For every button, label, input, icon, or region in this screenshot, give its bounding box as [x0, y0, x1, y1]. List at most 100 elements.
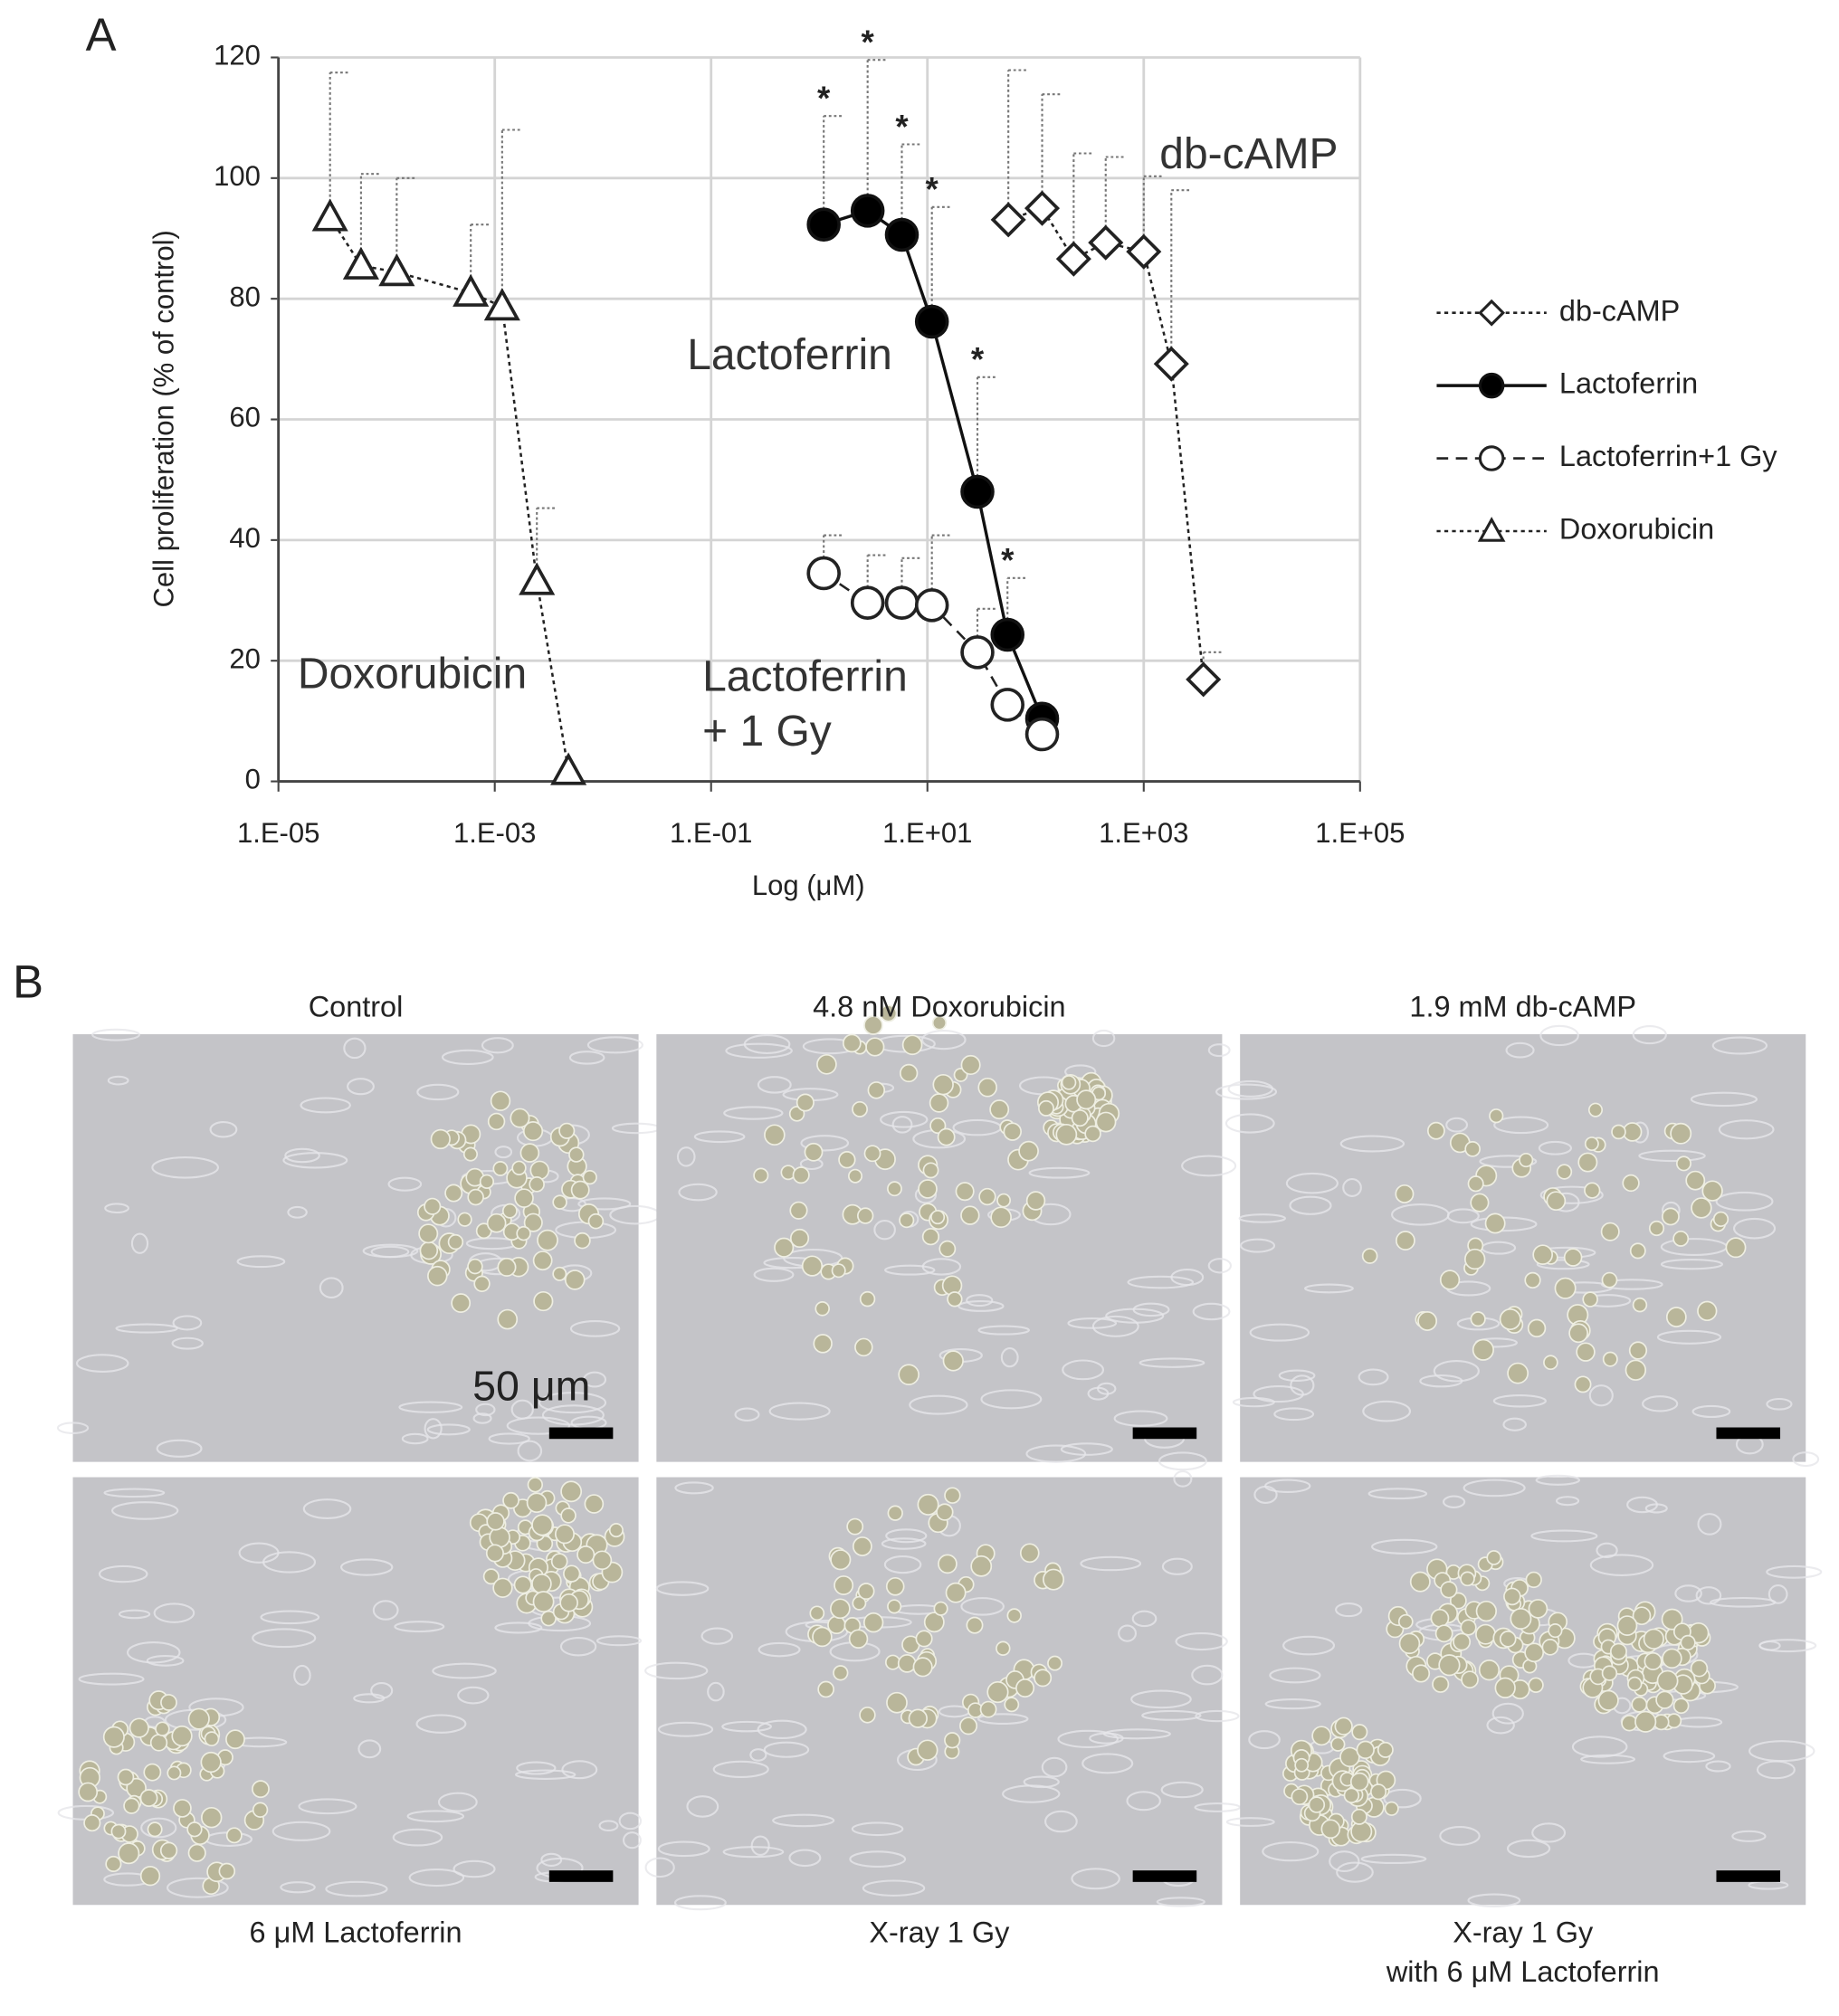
cell: [923, 1612, 945, 1633]
micrograph-cells: [57, 1477, 643, 1898]
cell: [560, 1480, 583, 1503]
cell: [1367, 1488, 1428, 1500]
cell: [918, 1179, 938, 1199]
cell: [1548, 1622, 1563, 1639]
cell: [1091, 1315, 1139, 1337]
cell: [678, 1183, 718, 1202]
cell: [522, 1121, 544, 1142]
cell: [482, 1568, 500, 1585]
cell: [996, 1640, 1011, 1656]
cell: [200, 1751, 222, 1774]
cell: [453, 1859, 496, 1878]
cell: [532, 1591, 555, 1613]
cell: [1527, 1318, 1547, 1338]
cell: [1044, 1810, 1078, 1833]
cell: [1330, 1736, 1346, 1752]
cell: [1555, 1496, 1580, 1507]
marker: [342, 246, 379, 280]
scale-bar: [1716, 1427, 1781, 1440]
cell: [1362, 1400, 1412, 1422]
cell: [1061, 1075, 1077, 1090]
annotation: Lactoferrin: [687, 331, 892, 379]
cell: [1472, 1338, 1494, 1361]
cell: [1519, 1152, 1534, 1168]
cell: [140, 1817, 177, 1839]
micrograph-cells: [644, 1469, 1241, 1911]
cell: [942, 1350, 964, 1372]
cell: [676, 1146, 696, 1167]
cell: [451, 1293, 472, 1313]
cell: [1792, 1451, 1820, 1468]
cell: [1460, 1571, 1475, 1587]
cell: [939, 1240, 957, 1258]
marker: [914, 304, 949, 339]
cell: [1253, 1384, 1304, 1403]
cell: [804, 1142, 824, 1162]
cell: [899, 1063, 919, 1083]
cell: [418, 1223, 439, 1244]
cell: [712, 1760, 769, 1778]
marker: [1024, 190, 1061, 226]
cell: [1335, 1602, 1363, 1618]
x-tick-label: 1.E+01: [882, 817, 972, 849]
cell: [816, 1053, 837, 1075]
cell: [550, 1553, 568, 1571]
cell: [105, 1855, 122, 1872]
cell: [516, 1225, 531, 1241]
cell: [885, 1528, 928, 1544]
cell: [1662, 1207, 1680, 1226]
series-line: [1007, 206, 1205, 680]
cell: [1264, 1697, 1321, 1710]
cell: [1161, 1557, 1193, 1575]
cell: [898, 1364, 920, 1385]
cell: [564, 1270, 586, 1290]
cell: [788, 1849, 822, 1868]
cell: [1643, 1628, 1664, 1650]
cell: [1538, 1140, 1573, 1155]
cell: [838, 1151, 856, 1169]
cell: [1554, 1277, 1577, 1299]
cell: [1489, 1108, 1504, 1124]
cell: [1655, 1690, 1674, 1709]
cell: [167, 1765, 182, 1781]
cell: [1510, 1607, 1532, 1630]
cell: [1470, 1193, 1490, 1212]
cell: [929, 1117, 947, 1135]
cell: [419, 1241, 439, 1260]
cell: [319, 1277, 344, 1298]
cell: [933, 1601, 948, 1616]
cell: [859, 1290, 876, 1308]
cell: [502, 1491, 519, 1509]
cell: [673, 1895, 727, 1911]
cell: [1672, 1230, 1690, 1247]
cell: [225, 1729, 245, 1750]
cell: [966, 1616, 984, 1634]
cell: [1360, 1853, 1427, 1865]
cell: [1571, 1735, 1628, 1758]
cell: [789, 1228, 810, 1249]
cell: [107, 1075, 129, 1086]
cell: [1758, 1639, 1817, 1653]
cell: [552, 1194, 567, 1210]
cell: [1546, 1191, 1567, 1212]
cell: [282, 1152, 348, 1169]
cell: [1718, 1119, 1775, 1140]
cell: [887, 1181, 902, 1197]
cell: [424, 1418, 443, 1440]
panel-label: A: [86, 9, 117, 61]
cell: [1000, 1347, 1019, 1368]
cell: [1628, 1341, 1648, 1360]
cell: [1634, 1710, 1657, 1733]
cell: [559, 1636, 597, 1657]
cell: [1580, 1754, 1636, 1764]
error-bar: [1104, 156, 1124, 243]
cell: [827, 1615, 846, 1635]
cell: [1224, 1113, 1275, 1134]
cell: [1632, 1606, 1652, 1626]
cell: [437, 1792, 478, 1812]
cell: [1383, 1788, 1422, 1809]
cell: [398, 1401, 463, 1413]
cell: [1175, 1632, 1228, 1651]
cell: [252, 1628, 317, 1649]
